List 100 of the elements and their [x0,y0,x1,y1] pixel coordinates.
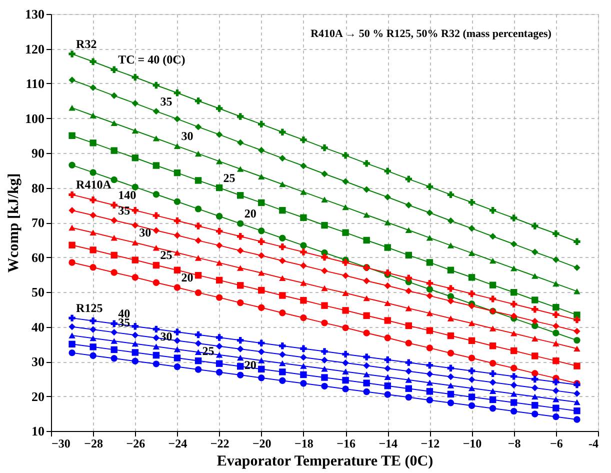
point [426,259,434,266]
point [532,296,538,304]
point [552,230,560,237]
point [552,378,560,386]
point [258,120,265,128]
point [574,407,580,414]
point [236,139,244,146]
y-tick-label: 40 [32,319,44,334]
point [216,352,223,358]
point [300,136,307,144]
point [300,214,307,221]
point [152,344,160,350]
annotation: 35 [118,203,130,218]
point [194,255,202,261]
point [384,168,391,174]
point [216,294,223,301]
point [405,305,412,312]
point [363,362,370,370]
point [552,387,560,394]
point [363,212,370,218]
point [279,342,286,350]
point [174,284,181,291]
point [405,368,412,375]
point [552,396,560,402]
point [258,174,265,180]
point [216,276,223,284]
point [194,340,202,347]
point [194,357,202,364]
annotation: R32 [76,36,97,51]
point [426,310,434,316]
point [384,374,391,380]
point [384,391,391,398]
point [90,326,96,333]
point [152,244,160,251]
x-tick-label: −10 [462,436,482,450]
point [110,252,118,259]
point [489,370,496,378]
point [216,158,223,164]
point [363,312,370,319]
point [174,143,181,149]
point [279,377,286,384]
point [532,384,538,392]
point [363,380,370,386]
point [152,227,160,234]
point [132,274,139,281]
point [279,181,286,188]
annotation: R410A [76,178,112,192]
point [110,234,118,241]
point [468,320,476,326]
point [384,356,391,364]
point [216,131,223,138]
point [405,176,412,182]
y-tick-label: 120 [25,41,44,56]
point [110,176,118,184]
point [90,169,96,176]
point [489,233,496,240]
point [532,222,538,230]
point [90,58,96,65]
point [574,346,580,352]
annotation: 20 [244,206,256,221]
point [300,345,307,352]
point [152,326,160,333]
y-tick-label: 70 [32,215,44,230]
point [152,334,160,342]
point [174,250,181,256]
point [489,258,496,264]
x-tick-label: −30 [52,436,70,450]
point [258,286,265,294]
point [300,371,307,378]
point [216,260,223,266]
point [468,402,476,409]
point [194,150,202,157]
point [174,354,181,362]
point [236,247,244,254]
point [194,98,202,104]
point [574,264,580,272]
x-tick-label: −6 [550,436,563,450]
point [532,273,538,279]
point [132,340,139,347]
point [532,318,538,325]
point [342,152,349,159]
point [194,177,202,184]
point [574,416,580,423]
point [110,217,118,224]
point [236,346,244,352]
point [152,108,160,115]
point [384,282,391,290]
point [279,154,286,162]
point [489,296,496,302]
point [236,166,244,172]
x-tick-label: −16 [336,436,356,450]
point [152,352,160,359]
point [174,217,181,224]
point [174,337,181,344]
point [574,399,580,406]
point [532,370,538,377]
point [426,388,434,395]
point [489,396,496,404]
point [216,368,223,376]
point [194,222,202,230]
